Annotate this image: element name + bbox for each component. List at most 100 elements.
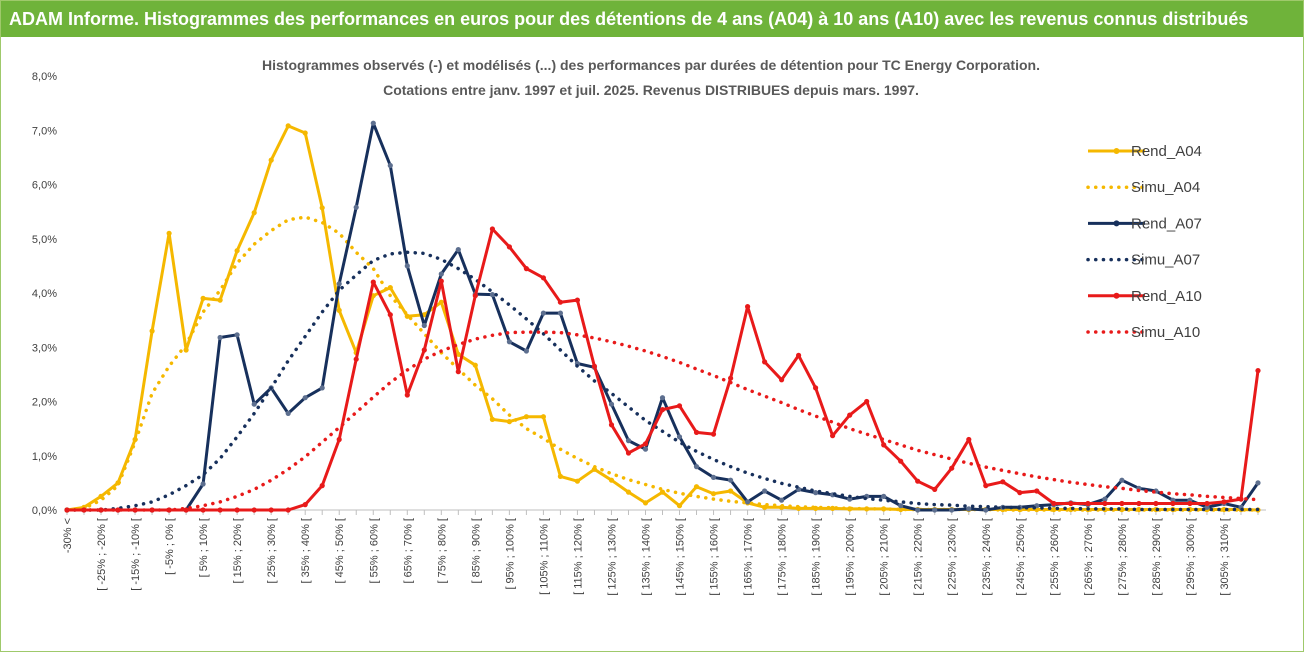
x-tick-label: [ 195% ; 200% [ [845,518,857,596]
data-point [608,422,615,428]
x-tick-label: [ 215% ; 220% [ [913,518,925,596]
data-point [217,334,223,341]
data-point [557,299,564,305]
x-tick-label: [ 235% ; 240% [ [981,518,993,596]
x-tick-label: [ 35% ; 40% [ [300,518,312,583]
data-point [285,507,291,513]
data-point [302,395,308,401]
data-point [728,488,734,494]
data-point [438,299,444,305]
series-line-simu-a07 [65,250,1260,512]
data-point [557,473,564,479]
data-point [1000,479,1006,485]
data-point [1119,477,1125,483]
data-point [506,419,512,425]
data-point [830,433,836,439]
x-tick-label: [ 205% ; 210% [ [879,518,891,596]
x-tick-label: [ 165% ; 170% [ [743,518,755,596]
data-point [983,483,989,489]
data-point [370,120,376,126]
x-tick-label: [ 45% ; 50% [ [334,518,346,583]
data-point [557,310,564,316]
data-point [523,414,530,420]
data-point [421,322,427,329]
data-point [387,285,393,291]
legend-marker [1113,220,1120,227]
data-point [966,506,972,512]
y-tick-label: 5,0% [32,234,57,246]
data-point [506,244,512,250]
legend-label: Simu_A10 [1131,324,1200,341]
data-point [285,410,291,416]
data-point [932,486,938,492]
x-tick-label: [ 225% ; 230% [ [947,518,959,596]
x-tick-label: [ -15% ; -10% [ [130,518,142,591]
data-point [847,412,853,418]
data-point [642,441,649,447]
series-line-rend-a04 [66,124,1259,512]
data-point [472,293,478,299]
data-point [1085,500,1091,507]
data-point [881,493,887,499]
data-point [813,385,819,391]
series-line-rend-a07 [67,121,1260,512]
data-point [353,356,359,362]
data-point [319,205,325,211]
data-point [455,247,461,253]
x-tick-label: [ 95% ; 100% [ [504,518,516,590]
data-point [302,502,308,508]
y-tick-label: 0,0% [32,505,57,517]
data-point [217,507,223,513]
data-point [200,507,206,513]
data-point [353,204,359,210]
data-point [659,489,666,495]
legend-label: Rend_A10 [1131,288,1202,305]
data-point [898,458,904,464]
data-point [1102,496,1108,502]
x-tick-label: [ 175% ; 180% [ [777,518,789,596]
data-point [404,263,410,269]
data-point [540,414,547,420]
data-point [404,313,410,319]
data-point [302,130,308,136]
data-point [421,347,427,353]
data-point [779,377,785,383]
data-point [728,375,734,381]
x-tick-label: [ 125% ; 130% [ [606,518,618,596]
data-point [625,489,632,495]
x-tick-label: [ 275% ; 280% [ [1117,518,1129,596]
x-tick-label: [ 15% ; 20% [ [232,518,244,583]
data-point [745,499,751,505]
data-point [1136,500,1142,507]
y-tick-label: 7,0% [32,125,57,137]
data-point [489,416,495,422]
data-point [710,431,717,437]
legend-label: Rend_A04 [1131,143,1202,160]
data-point [540,310,547,316]
data-point [830,505,836,511]
data-point [523,348,530,354]
y-tick-label: 8,0% [32,71,57,83]
data-point [217,297,223,303]
data-point [1221,499,1227,505]
data-point [1170,500,1176,507]
data-point [642,500,649,506]
data-point [966,436,972,443]
data-point [915,507,921,513]
x-tick-label: [ 75% ; 80% [ [436,518,448,583]
series-line-simu-a10 [65,330,1260,512]
data-point [745,304,751,310]
data-point [881,442,887,448]
data-point [1017,490,1023,496]
data-point [98,507,104,513]
data-point [915,478,921,484]
data-point [1187,500,1193,507]
legend-marker [1113,148,1120,154]
legend-label: Simu_A07 [1131,252,1200,269]
data-point [234,248,240,254]
data-point [813,490,819,496]
data-point [693,464,700,470]
data-point [1204,500,1210,507]
data-point [268,507,274,513]
